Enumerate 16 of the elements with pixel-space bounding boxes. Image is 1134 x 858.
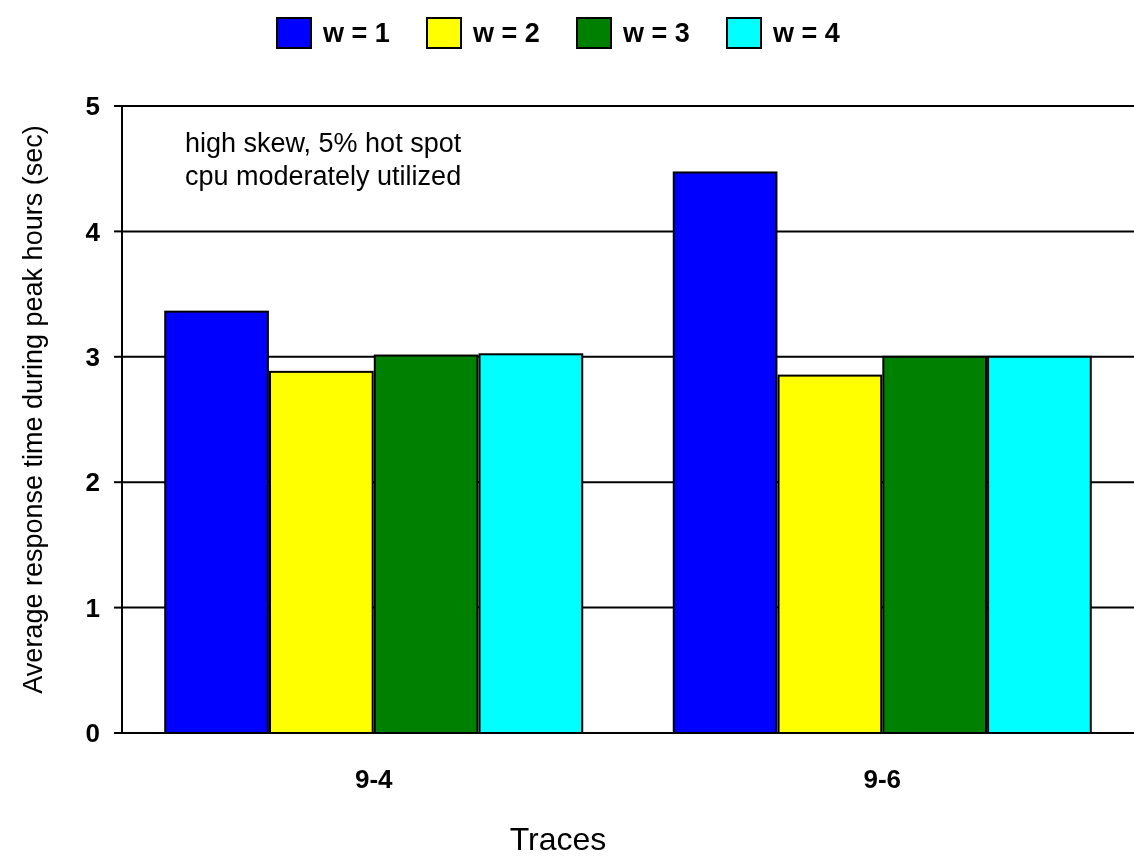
x-tick-label: 9-6 [863, 764, 902, 794]
annotation: high skew, 5% hot spot [185, 128, 462, 158]
x-axis-title: Traces [509, 821, 607, 857]
y-tick-label: 5 [85, 91, 100, 122]
y-tick-label: 1 [85, 592, 100, 623]
y-tick-label: 4 [85, 216, 101, 247]
legend-label: w = 2 [472, 18, 540, 49]
y-tick-label: 0 [85, 718, 100, 749]
legend-label: w = 3 [622, 18, 690, 49]
x-tick-label: 9-4 [354, 764, 394, 794]
legend-label: w = 1 [322, 18, 390, 49]
y-tick-label: 2 [85, 467, 100, 498]
y-axis-title: Average response time during peak hours (sec) [18, 125, 48, 694]
y-tick-label: 3 [85, 341, 100, 372]
annotation: cpu moderately utilized [185, 161, 462, 191]
legend-label: w = 4 [772, 18, 840, 49]
